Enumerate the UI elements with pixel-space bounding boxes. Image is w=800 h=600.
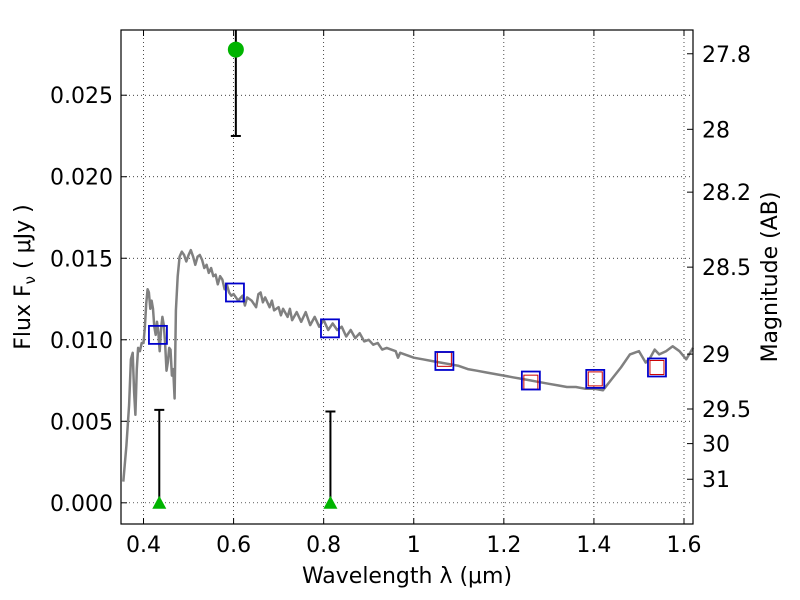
right-tick-label: 31	[702, 468, 730, 493]
right-tick-label: 30	[702, 433, 730, 458]
observed-point	[649, 359, 665, 375]
model-point	[585, 368, 606, 389]
y-axis-label: Flux Fν ( μJy )	[11, 204, 39, 349]
right-tick-label: 28.2	[702, 181, 751, 206]
x-tick-label: 1.6	[666, 533, 701, 558]
right-axis-label: Magnitude (AB)	[758, 192, 783, 363]
y-tick-label: 0.000	[50, 492, 113, 517]
model-point	[225, 282, 245, 303]
y-axis-label-sub: ν	[21, 276, 39, 284]
y-tick-label: 0.020	[50, 166, 113, 191]
y-axis-label-units: ( μJy )	[11, 204, 36, 276]
x-axis-label: Wavelength λ (μm)	[302, 564, 512, 589]
x-tick-label: 1	[407, 533, 421, 558]
y-axis-ticks: 0.000 0.005 0.010 0.015 0.020 0.025	[50, 84, 127, 517]
right-tick-label: 28.5	[702, 256, 751, 281]
model-point	[320, 318, 340, 339]
y-axis-label-main: Flux F	[11, 284, 36, 349]
upper-limit-marker	[152, 495, 167, 509]
right-tick-label: 28	[702, 118, 730, 143]
y-tick-label: 0.005	[50, 410, 113, 435]
x-tick-label: 1.4	[576, 533, 611, 558]
grid-lines	[121, 30, 693, 524]
right-tick-label: 29	[702, 343, 730, 368]
right-axis-ticks: 27.8 28 28.2 28.5 29 29.5 30 31	[687, 43, 751, 493]
model-point	[434, 351, 455, 371]
x-tick-label: 1.2	[486, 533, 521, 558]
detection-point	[227, 41, 244, 58]
error-bars	[152, 30, 338, 509]
plot-background	[121, 30, 693, 524]
upper-limit-marker	[323, 495, 338, 509]
plot-frame	[120, 29, 694, 525]
right-tick-label: 29.5	[702, 398, 751, 423]
y-tick-label: 0.025	[50, 84, 113, 109]
observed-point	[587, 371, 603, 387]
x-tick-label: 0.4	[126, 533, 161, 558]
model-point	[520, 370, 541, 391]
x-tick-label: 0.6	[216, 533, 251, 558]
photometry-markers	[148, 282, 667, 391]
y-tick-label: 0.015	[50, 247, 113, 272]
x-tick-label: 0.8	[306, 533, 341, 558]
model-spectrum	[122, 248, 695, 482]
spectrum-line	[122, 248, 695, 482]
right-tick-label: 27.8	[702, 43, 751, 68]
model-point	[148, 324, 168, 345]
model-point	[647, 357, 667, 378]
x-axis-ticks: 0.4 0.6 0.8 1 1.2 1.4 1.6	[126, 30, 701, 558]
y-tick-label: 0.010	[50, 329, 113, 354]
